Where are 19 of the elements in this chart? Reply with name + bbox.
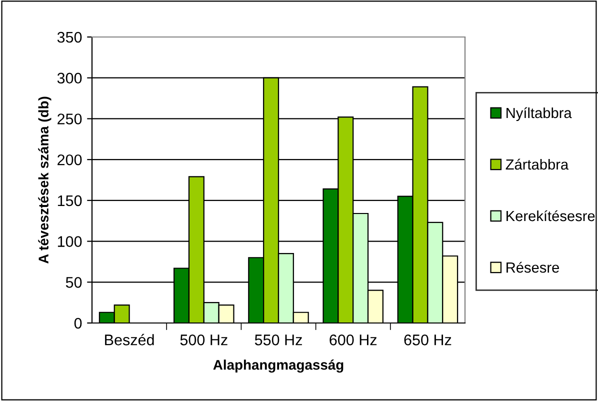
- y-tick-label: 150: [58, 195, 82, 206]
- x-tick-label: 500 Hz: [180, 334, 228, 346]
- x-tick-label: 550 Hz: [254, 334, 302, 346]
- x-axis-title: Alaphangmagasság: [213, 359, 344, 373]
- y-tick-label: 200: [58, 154, 82, 166]
- y-tick-label: 350: [57, 32, 82, 43]
- y-tick-label: 300: [57, 72, 82, 84]
- y-tick-label: 250: [58, 114, 82, 124]
- x-tick-label: 650 Hz: [404, 334, 452, 346]
- legend-label: Kerekítésesre: [506, 210, 595, 222]
- y-tick-label: 50: [66, 277, 82, 288]
- x-tick-label: Beszéd: [105, 334, 154, 346]
- y-axis-title: A tévesztések száma (db): [38, 96, 52, 264]
- legend-label: Nyíltabbra: [506, 107, 572, 122]
- x-tick-label: 600 Hz: [330, 334, 377, 346]
- legend-label: Zártabbra: [506, 158, 569, 170]
- y-tick-label: 0: [74, 318, 82, 329]
- legend-label: Résesre: [506, 262, 560, 273]
- y-tick-label: 100: [58, 236, 82, 247]
